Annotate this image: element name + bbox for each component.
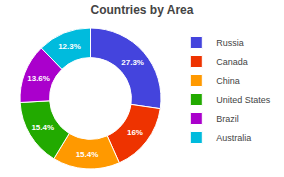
svg-text:13.6%: 13.6% — [27, 74, 50, 83]
svg-text:12.3%: 12.3% — [58, 42, 81, 51]
svg-text:China: China — [216, 76, 240, 86]
svg-text:Countries by Area: Countries by Area — [91, 3, 194, 17]
svg-text:15.4%: 15.4% — [31, 123, 54, 132]
svg-text:15.4%: 15.4% — [76, 150, 99, 159]
svg-text:16%: 16% — [127, 128, 143, 137]
svg-text:Australia: Australia — [216, 133, 251, 143]
svg-text:United States: United States — [216, 95, 271, 105]
svg-text:Brazil: Brazil — [216, 114, 239, 124]
svg-text:27.3%: 27.3% — [121, 58, 144, 67]
svg-text:Russia: Russia — [216, 38, 244, 48]
svg-text:Canada: Canada — [216, 57, 248, 67]
